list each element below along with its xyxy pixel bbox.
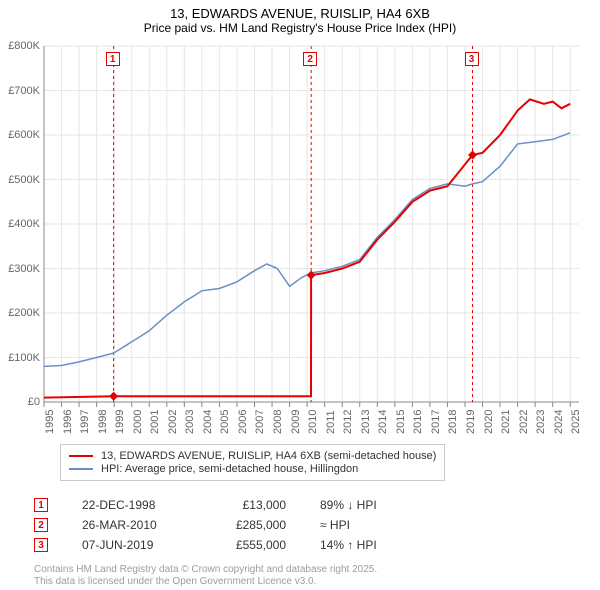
y-axis-label: £500K — [0, 174, 40, 186]
credit-line: Contains HM Land Registry data © Crown c… — [34, 564, 592, 576]
table-row: 1 22-DEC-1998 £13,000 89% ↓ HPI — [34, 498, 420, 512]
x-axis-label: 2025 — [570, 410, 590, 434]
y-axis-label: £800K — [0, 40, 40, 52]
table-row: 2 26-MAR-2010 £285,000 ≈ HPI — [34, 518, 420, 532]
event-date: 07-JUN-2019 — [82, 538, 182, 552]
x-axis-label: 1995 — [44, 410, 64, 434]
event-delta: 14% ↑ HPI — [320, 538, 420, 552]
legend-swatch — [69, 468, 93, 470]
y-axis-label: £0 — [0, 396, 40, 408]
event-price: £285,000 — [216, 518, 286, 532]
y-axis-label: £700K — [0, 85, 40, 97]
legend-label: 13, EDWARDS AVENUE, RUISLIP, HA4 6XB (se… — [101, 450, 436, 462]
event-delta: ≈ HPI — [320, 518, 420, 532]
legend-label: HPI: Average price, semi-detached house,… — [101, 463, 358, 475]
credit-text: Contains HM Land Registry data © Crown c… — [34, 564, 592, 588]
event-number-box: 2 — [34, 518, 48, 532]
credit-line: This data is licensed under the Open Gov… — [34, 576, 592, 588]
table-row: 3 07-JUN-2019 £555,000 14% ↑ HPI — [34, 538, 420, 552]
event-marker: 3 — [465, 52, 479, 66]
event-number-box: 1 — [34, 498, 48, 512]
legend-item: 13, EDWARDS AVENUE, RUISLIP, HA4 6XB (se… — [69, 450, 436, 462]
legend-item: HPI: Average price, semi-detached house,… — [69, 463, 436, 475]
chart-legend: 13, EDWARDS AVENUE, RUISLIP, HA4 6XB (se… — [60, 444, 445, 481]
event-price: £13,000 — [216, 498, 286, 512]
event-delta: 89% ↓ HPI — [320, 498, 420, 512]
event-number-box: 3 — [34, 538, 48, 552]
x-axis-label: 2019 — [465, 410, 485, 434]
event-marker: 1 — [106, 52, 120, 66]
event-date: 22-DEC-1998 — [82, 498, 182, 512]
y-axis-label: £300K — [0, 263, 40, 275]
page-subtitle: Price paid vs. HM Land Registry's House … — [0, 21, 600, 35]
event-marker: 2 — [303, 52, 317, 66]
price-chart: £0£100K£200K£300K£400K£500K£600K£700K£80… — [30, 42, 585, 422]
events-table: 1 22-DEC-1998 £13,000 89% ↓ HPI 2 26-MAR-2010… — [34, 492, 420, 558]
legend-swatch — [69, 455, 93, 457]
y-axis-label: £600K — [0, 129, 40, 141]
y-axis-label: £200K — [0, 307, 40, 319]
y-axis-label: £400K — [0, 218, 40, 230]
event-date: 26-MAR-2010 — [82, 518, 182, 532]
y-axis-label: £100K — [0, 352, 40, 364]
page-title: 13, EDWARDS AVENUE, RUISLIP, HA4 6XB — [0, 0, 600, 21]
event-price: £555,000 — [216, 538, 286, 552]
